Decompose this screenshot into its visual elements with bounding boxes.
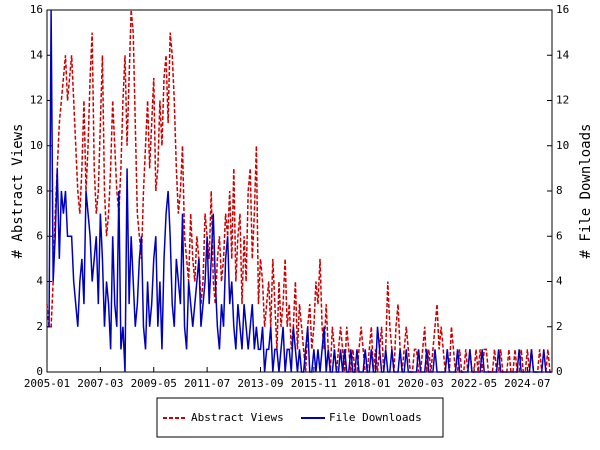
x-tick-label: 2020-03	[397, 377, 443, 390]
y2-tick-label: 8	[556, 184, 563, 197]
y-tick-label: 14	[30, 48, 44, 61]
y2-tick-label: 2	[556, 320, 563, 333]
series-line	[47, 9, 552, 373]
y2-tick-label: 14	[556, 48, 570, 61]
y-tick-label: 0	[36, 365, 43, 378]
x-tick-label: 2024-07	[504, 377, 550, 390]
y-axis-title: # Abstract Views	[10, 124, 26, 259]
y2-tick-label: 10	[556, 139, 569, 152]
y-tick-label: 4	[36, 275, 43, 288]
x-tick-label: 2015-11	[291, 377, 337, 390]
y2-tick-label: 12	[556, 94, 569, 107]
y2-tick-label: 6	[556, 229, 563, 242]
x-tick-label: 2007-03	[77, 377, 123, 390]
y2-tick-label: 0	[556, 365, 563, 378]
y2-tick-label: 16	[556, 3, 569, 16]
y-tick-label: 12	[30, 94, 43, 107]
y-tick-label: 16	[30, 3, 43, 16]
y-tick-label: 8	[36, 184, 43, 197]
x-tick-label: 2011-07	[184, 377, 230, 390]
legend	[156, 397, 444, 438]
x-tick-label: 2013-09	[237, 377, 283, 390]
x-tick-label: 2005-01	[24, 377, 70, 390]
x-tick-label: 2009-05	[131, 377, 177, 390]
y2-axis-title: # File Downloads	[578, 124, 594, 259]
legend-label: File Downloads	[329, 411, 422, 424]
y-tick-label: 10	[30, 139, 43, 152]
y-tick-label: 6	[36, 229, 43, 242]
legend-label: Abstract Views	[191, 411, 284, 424]
y2-tick-label: 4	[556, 275, 563, 288]
series-line	[46, 9, 552, 373]
x-tick-label: 2022-05	[451, 377, 497, 390]
y-tick-label: 2	[36, 320, 43, 333]
x-tick-label: 2018-01	[344, 377, 390, 390]
